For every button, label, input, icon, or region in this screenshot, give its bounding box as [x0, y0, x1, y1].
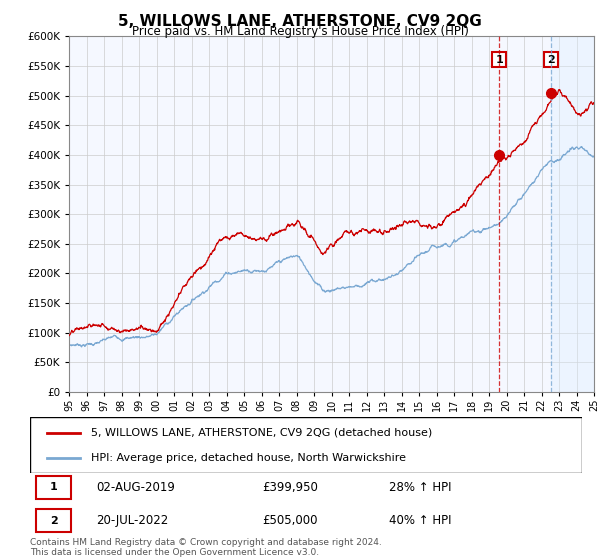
Text: 5, WILLOWS LANE, ATHERSTONE, CV9 2QG: 5, WILLOWS LANE, ATHERSTONE, CV9 2QG [118, 14, 482, 29]
Text: 1: 1 [495, 54, 503, 64]
Text: 28% ↑ HPI: 28% ↑ HPI [389, 481, 451, 494]
FancyBboxPatch shape [35, 476, 71, 499]
Text: 2: 2 [50, 516, 58, 526]
Text: 1: 1 [50, 482, 58, 492]
Bar [551, 36, 594, 392]
Text: 5, WILLOWS LANE, ATHERSTONE, CV9 2QG (detached house): 5, WILLOWS LANE, ATHERSTONE, CV9 2QG (de… [91, 428, 432, 438]
Text: HPI: Average price, detached house, North Warwickshire: HPI: Average price, detached house, Nort… [91, 452, 406, 463]
Text: 2: 2 [547, 54, 555, 64]
Text: £399,950: £399,950 [262, 481, 318, 494]
FancyBboxPatch shape [35, 509, 71, 533]
Text: Price paid vs. HM Land Registry's House Price Index (HPI): Price paid vs. HM Land Registry's House … [131, 25, 469, 38]
Text: £505,000: £505,000 [262, 514, 317, 528]
Text: Contains HM Land Registry data © Crown copyright and database right 2024.
This d: Contains HM Land Registry data © Crown c… [30, 538, 382, 557]
Text: 40% ↑ HPI: 40% ↑ HPI [389, 514, 451, 528]
Text: 02-AUG-2019: 02-AUG-2019 [96, 481, 175, 494]
Text: 20-JUL-2022: 20-JUL-2022 [96, 514, 169, 528]
